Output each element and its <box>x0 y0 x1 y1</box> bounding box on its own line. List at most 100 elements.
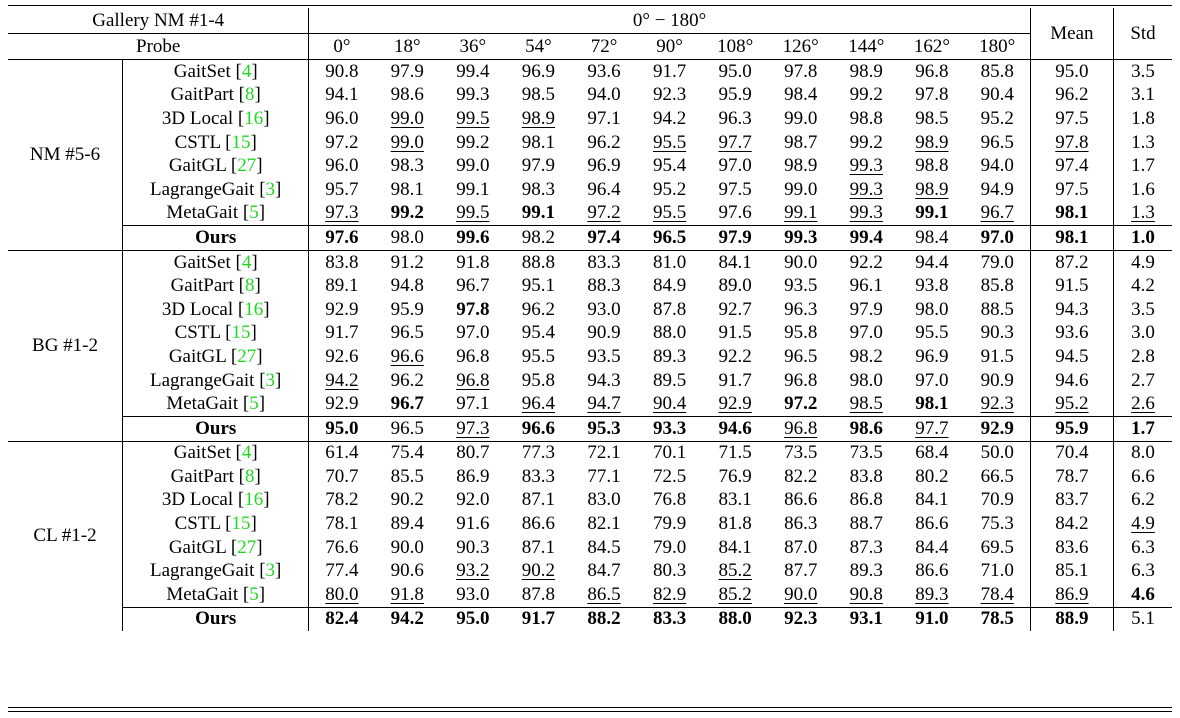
method-cell: LagrangeGait [3] <box>122 559 310 584</box>
table-cell: 95.1 <box>506 274 572 298</box>
accuracy-value: 95.5 <box>652 131 687 153</box>
table-cell: 99.3 <box>834 178 900 202</box>
citation-link[interactable]: 4 <box>241 251 252 273</box>
citation-link[interactable]: 5 <box>249 583 259 605</box>
accuracy-value: 98.9 <box>521 107 556 129</box>
table-row: MetaGait [5] 80.0 91.8 93.0 87.8 86.5 82.9 85.2… <box>8 583 1172 608</box>
accuracy-value: 88.7 <box>849 513 883 535</box>
table-row: LagrangeGait [3] 77.4 90.6 93.2 90.2 84.7 80.3… <box>8 559 1172 584</box>
citation-link[interactable]: 4 <box>241 442 252 464</box>
citation-link[interactable]: 27 <box>237 345 257 367</box>
citation-link[interactable]: 8 <box>244 465 255 487</box>
table-cell: 95.7 <box>309 178 375 202</box>
table-cell: 92.9 <box>964 415 1031 441</box>
accuracy-value: 91.7 <box>718 369 752 391</box>
accuracy-value: 90.6 <box>390 560 424 582</box>
table-cell: 91.8 <box>374 583 440 607</box>
table-cell: 92.6 <box>309 345 375 369</box>
table-cell: 97.8 <box>767 58 834 84</box>
bottom-rule-double <box>8 711 1172 712</box>
accuracy-value: 97.2 <box>784 393 818 415</box>
accuracy-value: 89.3 <box>849 560 883 582</box>
angle-header: 72° <box>571 33 637 60</box>
mean-value: 98.1 <box>1055 226 1089 248</box>
accuracy-value: 93.2 <box>456 560 490 582</box>
table-cell: 72.5 <box>637 465 703 489</box>
table-row: 3D Local [16] 96.0 99.0 99.5 98.9 97.1 94.2 96.… <box>8 107 1172 131</box>
mean-value: 94.3 <box>1055 298 1089 320</box>
table-cell: 97.5 <box>1030 107 1115 131</box>
accuracy-value: 89.3 <box>915 583 949 605</box>
table-cell: 85.2 <box>702 583 768 607</box>
citation-link[interactable]: 15 <box>231 322 251 344</box>
table-cell: 97.9 <box>834 298 900 322</box>
table-cell: 91.7 <box>505 606 572 632</box>
accuracy-value: 88.5 <box>980 298 1014 320</box>
header-row-2: Probe 0° 18° 36° 54° 72° 90° 108° 126° 1… <box>8 33 1172 60</box>
accuracy-value: 75.3 <box>980 513 1014 535</box>
table-cell: 88.7 <box>834 512 900 536</box>
citation-link[interactable]: 5 <box>249 202 259 224</box>
accuracy-value: 82.2 <box>784 465 818 487</box>
table-cell: 93.3 <box>636 415 703 441</box>
table-cell: 95.5 <box>506 345 572 369</box>
accuracy-value: 99.0 <box>390 107 424 129</box>
method-name: 3D Local <box>161 298 234 320</box>
table-cell: 95.2 <box>964 107 1031 131</box>
table-cell: 85.5 <box>374 465 440 489</box>
accuracy-value: 95.9 <box>718 84 752 106</box>
accuracy-value: 85.5 <box>390 465 424 487</box>
citation-link[interactable]: 5 <box>249 393 259 415</box>
table-cell: 87.2 <box>1030 249 1115 275</box>
accuracy-value: 96.0 <box>325 107 359 129</box>
accuracy-value: 87.0 <box>784 536 818 558</box>
citation-link[interactable]: 15 <box>231 513 251 535</box>
accuracy-value: 88.0 <box>718 608 752 630</box>
accuracy-value: 99.2 <box>849 131 883 153</box>
accuracy-value: 94.6 <box>718 417 752 439</box>
citation-link[interactable]: 16 <box>244 298 264 320</box>
accuracy-value: 89.4 <box>390 513 424 535</box>
table-cell: 78.1 <box>309 512 375 536</box>
citation-link[interactable]: 27 <box>237 155 257 177</box>
accuracy-value: 92.9 <box>325 298 359 320</box>
accuracy-value: 91.7 <box>325 322 359 344</box>
table-cell: 98.9 <box>768 154 834 178</box>
table-row: NM #5-6 GaitSet [4] 90.8 97.9 99.4 96.9 93.6 91… <box>8 58 1172 251</box>
citation-link[interactable]: 4 <box>241 60 252 82</box>
table-cell: 95.2 <box>637 178 703 202</box>
citation-link[interactable]: 8 <box>244 275 255 297</box>
std-value: 1.6 <box>1131 178 1155 200</box>
citation-link[interactable]: 8 <box>244 84 255 106</box>
mean-value: 85.1 <box>1055 560 1089 582</box>
table-cell: 98.9 <box>899 131 965 155</box>
table-cell: 88.3 <box>571 274 637 298</box>
accuracy-value: 86.6 <box>915 513 949 535</box>
table-cell: 71.5 <box>702 440 768 466</box>
citation-link[interactable]: 27 <box>237 536 257 558</box>
citation-link[interactable]: 3 <box>265 178 276 200</box>
table-cell: 95.5 <box>899 322 965 346</box>
table-cell: 84.2 <box>1030 512 1115 536</box>
accuracy-value: 99.3 <box>849 155 883 177</box>
table-cell: 78.2 <box>309 489 375 513</box>
accuracy-value: 95.2 <box>980 107 1014 129</box>
citation-link[interactable]: 16 <box>244 489 264 511</box>
method-name: LagrangeGait <box>150 178 255 200</box>
citation-link[interactable]: 3 <box>265 369 276 391</box>
accuracy-value: 96.1 <box>849 275 883 297</box>
table-cell: 97.8 <box>1030 130 1115 155</box>
table-cell: 82.1 <box>571 512 637 536</box>
table-cell: 90.0 <box>767 249 834 275</box>
table-cell: 97.2 <box>768 392 834 416</box>
table-cell: 99.2 <box>834 131 900 155</box>
table-cell: 91.2 <box>374 249 441 275</box>
table-cell: 95.5 <box>637 202 703 226</box>
accuracy-value: 86.6 <box>784 489 818 511</box>
table-cell: 89.5 <box>637 369 703 393</box>
citation-link[interactable]: 3 <box>265 560 276 582</box>
table-cell: 94.1 <box>309 84 375 108</box>
citation-link[interactable]: 15 <box>231 131 251 153</box>
citation-link[interactable]: 16 <box>244 107 264 129</box>
table-row: GaitPart [8] 94.1 98.6 99.3 98.5 94.0 92.3 95.9… <box>8 83 1172 108</box>
